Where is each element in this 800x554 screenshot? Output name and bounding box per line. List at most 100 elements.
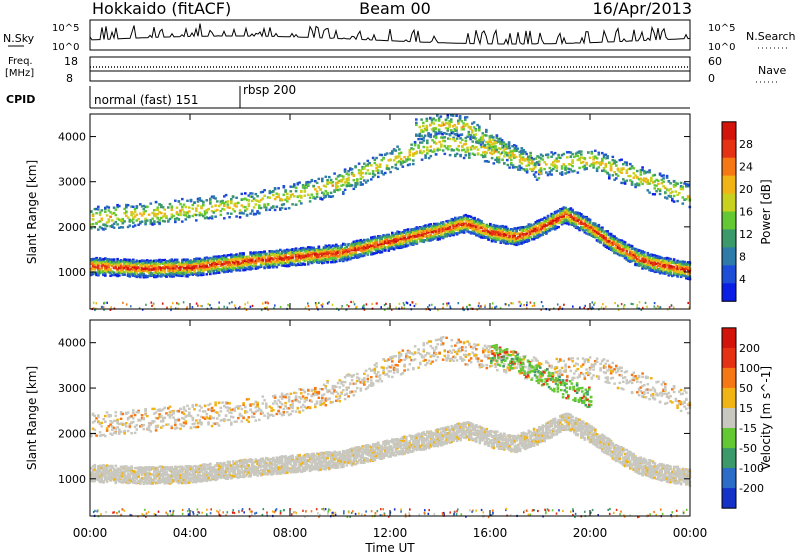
heatmap-cell — [468, 224, 471, 227]
heatmap-cell — [128, 264, 132, 268]
heatmap-cell — [146, 267, 149, 270]
heatmap-cell — [303, 254, 307, 257]
heatmap-cell — [396, 238, 399, 241]
heatmap-cell — [226, 267, 230, 271]
heatmap-cell — [510, 232, 513, 236]
heatmap-cell — [522, 238, 525, 242]
heatmap-cell — [258, 266, 261, 269]
heatmap-cell — [471, 222, 475, 226]
heatmap-cell — [382, 245, 385, 249]
heatmap-cell — [380, 247, 384, 251]
heatmap-cell — [237, 258, 240, 262]
heatmap-cell — [181, 273, 184, 276]
heatmap-cell — [149, 268, 153, 271]
heatmap-cell — [473, 232, 476, 235]
heatmap-cell — [517, 242, 520, 245]
heatmap-cell — [447, 224, 450, 227]
heatmap-cell — [277, 263, 280, 266]
heatmap-cell — [555, 214, 559, 217]
heatmap-cell — [240, 259, 244, 262]
heatmap-cell — [126, 274, 130, 277]
heatmap-cell — [314, 248, 317, 251]
heatmap-cell — [125, 206, 128, 209]
heatmap-cell — [198, 257, 202, 260]
heatmap-cell — [525, 227, 529, 231]
heatmap-cell — [485, 229, 489, 232]
heatmap-cell — [268, 264, 272, 267]
heatmap-cell — [366, 253, 370, 256]
heatmap-cell — [254, 254, 258, 257]
heatmap-cell — [361, 245, 364, 249]
heatmap-cell — [254, 263, 258, 266]
heatmap-cell — [308, 248, 312, 252]
heatmap-cell — [214, 257, 217, 260]
heatmap-cell — [214, 272, 217, 275]
freq-frame — [89, 56, 691, 82]
heatmap-cell — [212, 264, 216, 268]
heatmap-cell — [452, 232, 455, 235]
heatmap-cell — [231, 261, 235, 264]
heatmap-cell — [256, 266, 259, 269]
heatmap-cell — [480, 226, 483, 229]
heatmap-cell — [196, 267, 200, 270]
heatmap-cell — [170, 274, 174, 278]
heatmap-cell — [137, 266, 140, 269]
heatmap-cell — [280, 257, 284, 260]
heatmap-cell — [405, 232, 408, 235]
heatmap-cell — [268, 258, 272, 261]
heatmap-cell — [184, 263, 188, 266]
heatmap-cell — [307, 253, 310, 256]
heatmap-cell — [422, 226, 426, 230]
heatmap-cell — [214, 261, 217, 265]
heatmap-cell — [188, 270, 191, 273]
heatmap-cell — [114, 273, 118, 277]
heatmap-cell — [459, 228, 462, 231]
heatmap-cell — [184, 266, 188, 270]
heatmap-cell — [413, 235, 417, 238]
heatmap-cell — [279, 259, 282, 262]
heatmap-cell — [560, 221, 564, 224]
heatmap-cell — [375, 249, 378, 253]
heatmap-cell — [445, 220, 448, 223]
heatmap-cell — [153, 259, 156, 262]
heatmap-cell — [543, 221, 546, 224]
heatmap-cell — [548, 224, 552, 228]
heatmap-cell — [156, 206, 160, 209]
heatmap-cell — [338, 248, 342, 251]
heatmap-cell — [146, 261, 149, 264]
heatmap-cell — [457, 227, 461, 230]
heatmap-cell — [538, 228, 541, 232]
heatmap-cell — [235, 269, 238, 272]
heatmap-cell — [448, 234, 452, 237]
heatmap-cell — [522, 236, 525, 239]
heatmap-cell — [126, 264, 130, 268]
heatmap-cell — [501, 229, 504, 232]
heatmap-cell — [524, 235, 527, 239]
heatmap-cell — [438, 228, 441, 231]
heatmap-cell — [503, 225, 506, 228]
heatmap-cell — [417, 230, 420, 233]
heatmap-cell — [151, 260, 154, 264]
heatmap-cell — [133, 261, 137, 264]
heatmap-cell — [601, 228, 604, 231]
heatmap-cell — [158, 271, 161, 275]
nsky-frame — [89, 19, 691, 51]
heatmap-cell — [146, 275, 149, 278]
heatmap-cell — [307, 255, 310, 258]
heatmap-cell — [154, 269, 158, 273]
heatmap-cell — [452, 221, 455, 225]
heatmap-cell — [373, 239, 377, 243]
heatmap-cell — [322, 254, 326, 258]
heatmap-cell — [242, 260, 245, 263]
heatmap-cell — [326, 257, 329, 260]
heatmap-cell — [119, 266, 123, 269]
heatmap-cell — [578, 218, 581, 221]
heatmap-cell — [359, 241, 363, 244]
heatmap-cell — [245, 262, 249, 265]
heatmap-cell — [186, 275, 189, 278]
heatmap-cell — [527, 224, 531, 228]
heatmap-cell — [527, 236, 531, 240]
heatmap-cell — [384, 249, 387, 252]
heatmap-cell — [441, 221, 445, 224]
heatmap-cell — [146, 219, 149, 222]
